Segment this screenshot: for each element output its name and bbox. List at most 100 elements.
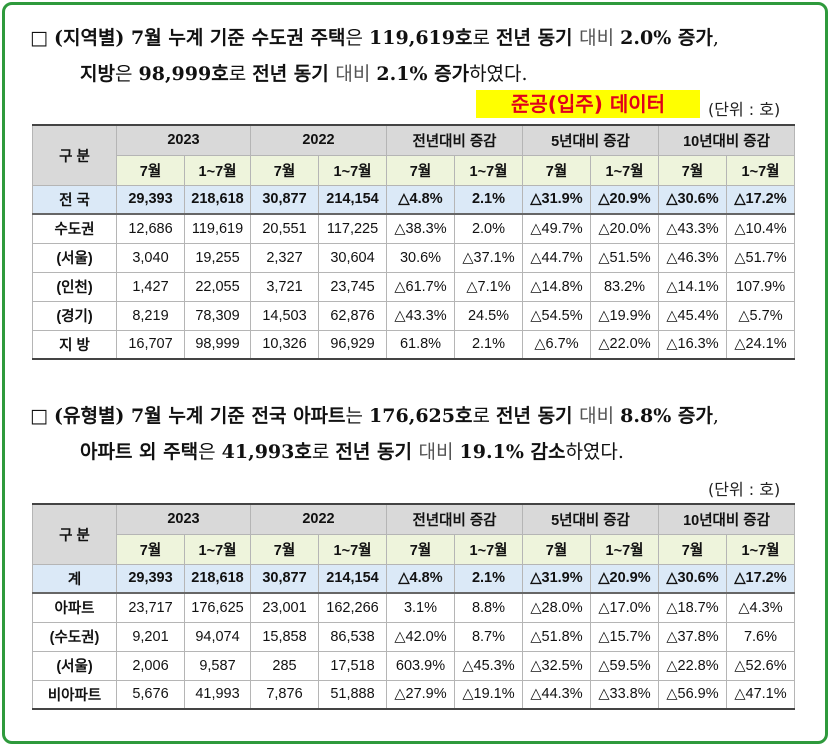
table-cell: 285 <box>250 650 319 681</box>
text-run: 19.1% 감소 <box>459 441 566 463</box>
row-label: 계 <box>32 563 117 594</box>
header-10yr-change: 10년대비 증감 <box>658 124 795 156</box>
table-cell: △16.3% <box>658 329 727 360</box>
text-run: 대비 <box>579 27 621 49</box>
type-completion-table: 구 분 2023 2022 전년대비 증감 5년대비 증감 10년대비 증감 7… <box>32 503 795 710</box>
table-cell: △45.3% <box>454 650 523 681</box>
table-cell: △22.0% <box>590 329 659 360</box>
subheader-cell: 7월 <box>522 154 591 186</box>
table-cell: △15.7% <box>590 621 659 652</box>
subheader-cell: 1~7월 <box>454 154 523 186</box>
completion-data-banner: 준공(입주) 데이터 <box>476 90 700 118</box>
table-cell: 214,154 <box>318 563 387 594</box>
table-cell: △42.0% <box>386 621 455 652</box>
table-cell: △4.8% <box>386 184 455 215</box>
text-run: 176,625호 <box>369 405 473 427</box>
table-row: 지 방 16,707 98,999 10,326 96,929 61.8% 2.1% △6.7… <box>32 329 795 360</box>
text-run: 은 <box>114 63 139 85</box>
table-cell: 119,619 <box>184 213 251 244</box>
table-cell: 2,006 <box>116 650 185 681</box>
text-run: 전년 동기 <box>496 405 580 427</box>
section1-unit-label: (단위 : 호) <box>708 100 781 119</box>
table-cell: △37.8% <box>658 621 727 652</box>
text-run: 지방 <box>80 63 115 85</box>
table-cell: △17.2% <box>726 563 795 594</box>
table-row: (서울) 2,006 9,587 285 17,518 603.9% △45.3% △32.5… <box>32 650 795 681</box>
table-cell: 7,876 <box>250 679 319 710</box>
text-run: 로 <box>311 441 336 463</box>
table-row: (수도권) 9,201 94,074 15,858 86,538 △42.0% 8.7% △5… <box>32 621 795 652</box>
table-cell: 10,326 <box>250 329 319 360</box>
table-cell: 29,393 <box>116 184 185 215</box>
text-run: , <box>712 27 719 49</box>
table-cell: 7.6% <box>726 621 795 652</box>
subheader-cell: 7월 <box>250 154 319 186</box>
table-row: 계 29,393 218,618 30,877 214,154 △4.8% 2.1% △31.… <box>32 563 795 594</box>
section1-summary: □ (지역별) 7월 누계 기준 수도권 주택은 119,619호로 전년 동기… <box>30 20 719 92</box>
text-run: 8.8% 증가 <box>620 405 713 427</box>
table-cell: 15,858 <box>250 621 319 652</box>
table-cell: 61.8% <box>386 329 455 360</box>
row-label: 아파트 <box>32 592 117 623</box>
table-cell: 30,604 <box>318 242 387 273</box>
text-run: 는 <box>345 405 370 427</box>
group-header: 구 분 <box>32 124 117 186</box>
text-run: 2.1% 증가 <box>376 63 470 85</box>
table-cell: 30.6% <box>386 242 455 273</box>
table-cell: △20.0% <box>590 213 659 244</box>
table-cell: 603.9% <box>386 650 455 681</box>
table-cell: 17,518 <box>318 650 387 681</box>
text-run: 대비 <box>335 63 377 85</box>
table-cell: 2.1% <box>454 184 523 215</box>
table-cell: 218,618 <box>184 184 251 215</box>
subheader-cell: 1~7월 <box>184 154 251 186</box>
subheader-cell: 7월 <box>250 533 319 565</box>
table-cell: 3.1% <box>386 592 455 623</box>
table-cell: △18.7% <box>658 592 727 623</box>
table-cell: △10.4% <box>726 213 795 244</box>
table-cell: △4.3% <box>726 592 795 623</box>
subheader-cell: 1~7월 <box>184 533 251 565</box>
text-run: 은 <box>198 441 222 463</box>
table-cell: △19.1% <box>454 679 523 710</box>
table-cell: △22.8% <box>658 650 727 681</box>
subheader-cell: 1~7월 <box>590 533 659 565</box>
table-cell: 78,309 <box>184 300 251 331</box>
table-cell: △37.1% <box>454 242 523 273</box>
section1-line2: 지방은 98,999호로 전년 동기 대비 2.1% 증가하였다. <box>30 56 719 92</box>
table-cell: △31.9% <box>522 563 591 594</box>
text-run: (지역별) 7월 누계 기준 수도권 주택 <box>54 27 346 49</box>
header-2023: 2023 <box>116 124 251 156</box>
text-run: 119,619호 <box>369 27 473 49</box>
header-10yr-change: 10년대비 증감 <box>658 503 795 535</box>
subheader-cell: 1~7월 <box>454 533 523 565</box>
row-label: 비아파트 <box>32 679 117 710</box>
subheader-cell: 1~7월 <box>318 154 387 186</box>
subheader-cell: 1~7월 <box>726 154 795 186</box>
table-row: (서울) 3,040 19,255 2,327 30,604 30.6% △37.1% △44… <box>32 242 795 273</box>
table-row: (경기) 8,219 78,309 14,503 62,876 △43.3% 24.5% △5… <box>32 300 795 331</box>
table-cell: 117,225 <box>318 213 387 244</box>
text-run: 98,999호 <box>138 63 229 85</box>
section2-line1: □ (유형별) 7월 누계 기준 전국 아파트는 176,625호로 전년 동기… <box>30 398 719 434</box>
table-row: 전 국 29,393 218,618 30,877 214,154 △4.8% 2.1% △3… <box>32 184 795 215</box>
table-cell: △33.8% <box>590 679 659 710</box>
table-cell: 162,266 <box>318 592 387 623</box>
table-cell: 218,618 <box>184 563 251 594</box>
table-cell: 62,876 <box>318 300 387 331</box>
table-cell: 23,001 <box>250 592 319 623</box>
table-cell: 2.0% <box>454 213 523 244</box>
text-run: 전년 동기 <box>252 63 336 85</box>
row-label: (서울) <box>32 650 117 681</box>
text-run: 로 <box>472 27 496 49</box>
row-label: 지 방 <box>32 329 117 360</box>
table-cell: △47.1% <box>726 679 795 710</box>
table-cell: 20,551 <box>250 213 319 244</box>
subheader-cell: 7월 <box>116 154 185 186</box>
subheader-cell: 7월 <box>116 533 185 565</box>
subheader-cell: 1~7월 <box>726 533 795 565</box>
table-cell: 176,625 <box>184 592 251 623</box>
text-run: 로 <box>228 63 253 85</box>
table-cell: △14.1% <box>658 271 727 302</box>
table-cell: △4.8% <box>386 563 455 594</box>
